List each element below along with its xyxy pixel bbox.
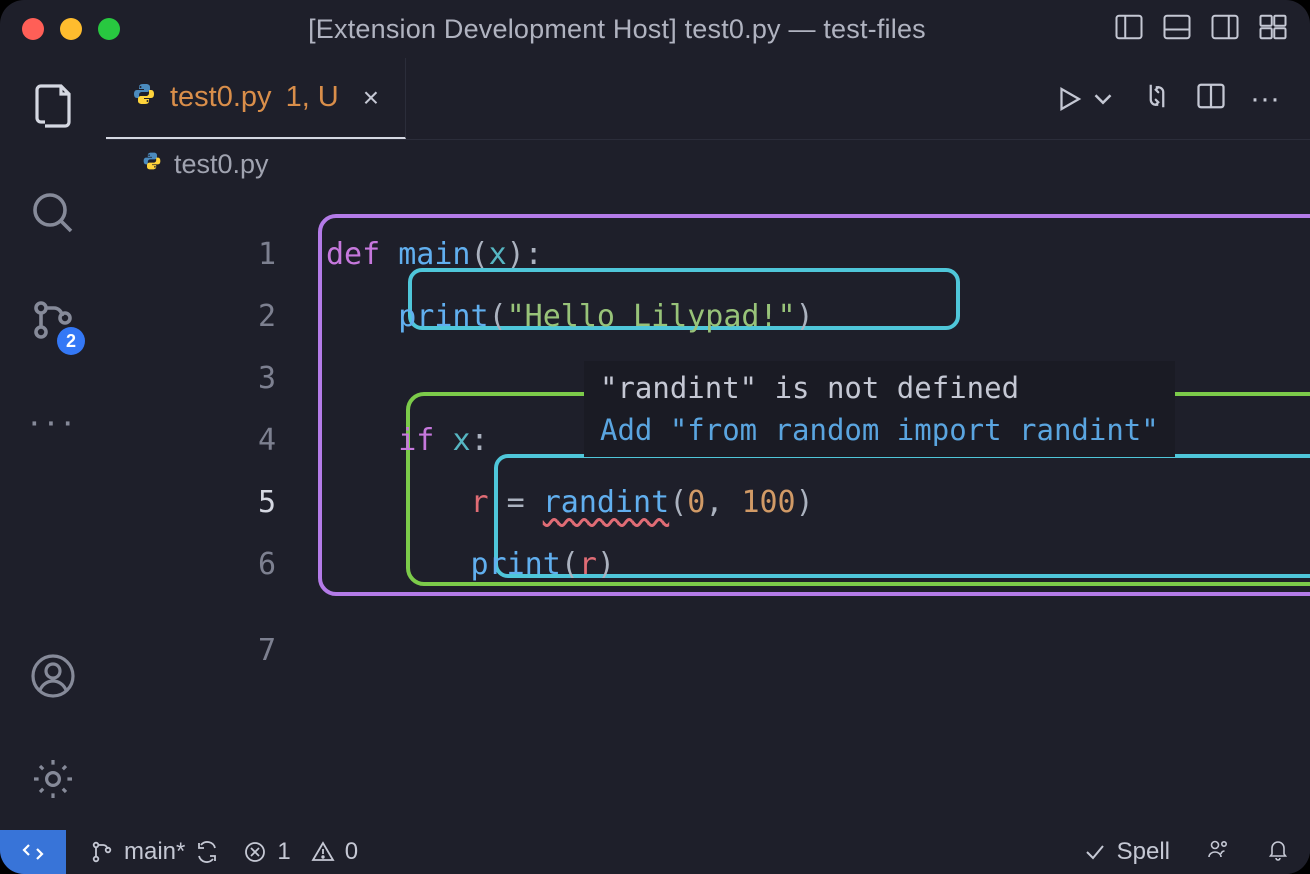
settings-gear-icon[interactable]	[29, 755, 77, 808]
line-number: 6	[106, 534, 306, 596]
breadcrumb-file: test0.py	[174, 149, 269, 180]
layout-controls	[1114, 12, 1288, 47]
search-icon[interactable]	[29, 189, 77, 242]
tab-close-icon[interactable]: ×	[363, 82, 379, 114]
code-line-2[interactable]: print("Hello Lilypad!")	[326, 286, 1280, 348]
toggle-sidebar-icon[interactable]	[1114, 12, 1144, 47]
python-lang-icon	[142, 151, 162, 177]
line-number: 7	[106, 596, 306, 676]
main-body: 2 ··· test0.py 1, U	[0, 58, 1310, 830]
code-line-7[interactable]	[326, 626, 1280, 688]
error-icon	[243, 840, 267, 864]
warning-count: 0	[345, 838, 358, 866]
code-line-6[interactable]: print(r)	[326, 534, 1280, 596]
error-count: 1	[277, 838, 290, 866]
tab-filename: test0.py	[170, 81, 272, 114]
window-title: [Extension Development Host] test0.py — …	[120, 14, 1114, 45]
line-number: 1	[106, 224, 306, 286]
source-control-icon[interactable]: 2	[29, 296, 77, 349]
line-number: 4	[106, 410, 306, 472]
check-icon	[1083, 840, 1107, 864]
spell-check-status[interactable]: Spell	[1083, 838, 1170, 866]
editor-group: test0.py 1, U × ···	[106, 58, 1310, 830]
line-number: 5	[106, 472, 306, 534]
activity-more-icon[interactable]: ···	[28, 403, 78, 441]
editor-actions: ···	[1054, 58, 1310, 139]
sync-icon[interactable]	[195, 840, 219, 864]
warning-icon	[311, 840, 335, 864]
compare-changes-icon[interactable]	[1142, 81, 1172, 116]
breadcrumb[interactable]: test0.py	[106, 140, 1310, 188]
status-bar: main* 1 0 Spell	[0, 830, 1310, 874]
scm-badge: 2	[57, 327, 85, 355]
tab-test0[interactable]: test0.py 1, U ×	[106, 58, 406, 139]
code-editor[interactable]: 1 2 3 4 5 6 7 def main(x): print("Hello …	[106, 188, 1310, 830]
accounts-icon[interactable]	[29, 652, 77, 705]
error-token-randint: randint	[543, 485, 669, 520]
explorer-icon[interactable]	[29, 82, 77, 135]
problems-status[interactable]: 1 0	[243, 838, 358, 866]
toggle-panel-icon[interactable]	[1162, 12, 1192, 47]
traffic-lights	[22, 18, 120, 40]
minimize-window-button[interactable]	[60, 18, 82, 40]
close-window-button[interactable]	[22, 18, 44, 40]
diagnostic-hover[interactable]: "randint" is not defined Add "from rando…	[584, 361, 1175, 457]
split-editor-icon[interactable]	[1196, 81, 1226, 116]
run-file-button[interactable]	[1054, 84, 1118, 114]
remote-indicator[interactable]	[0, 830, 66, 874]
diagnostic-quickfix[interactable]: Add "from random import randint"	[600, 409, 1159, 451]
vscode-window: [Extension Development Host] test0.py — …	[0, 0, 1310, 874]
toggle-secondary-sidebar-icon[interactable]	[1210, 12, 1240, 47]
code-line-5[interactable]: r = randint(0, 100)	[326, 472, 1280, 534]
python-lang-icon	[132, 82, 156, 113]
git-branch-status[interactable]: main*	[90, 838, 219, 866]
tab-modified-badge: 1, U	[286, 81, 339, 114]
branch-name: main*	[124, 838, 185, 866]
editor-more-icon[interactable]: ···	[1250, 82, 1280, 116]
customize-layout-icon[interactable]	[1258, 12, 1288, 47]
line-number: 3	[106, 348, 306, 410]
diagnostic-message: "randint" is not defined	[600, 367, 1159, 409]
spell-label: Spell	[1117, 838, 1170, 866]
maximize-window-button[interactable]	[98, 18, 120, 40]
feedback-icon[interactable]	[1206, 837, 1230, 868]
notifications-icon[interactable]	[1266, 837, 1290, 868]
titlebar: [Extension Development Host] test0.py — …	[0, 0, 1310, 58]
line-number-gutter: 1 2 3 4 5 6 7	[106, 224, 306, 676]
tab-bar: test0.py 1, U × ···	[106, 58, 1310, 140]
activity-bar: 2 ···	[0, 58, 106, 830]
code-line-1[interactable]: def main(x):	[326, 224, 1280, 286]
line-number: 2	[106, 286, 306, 348]
